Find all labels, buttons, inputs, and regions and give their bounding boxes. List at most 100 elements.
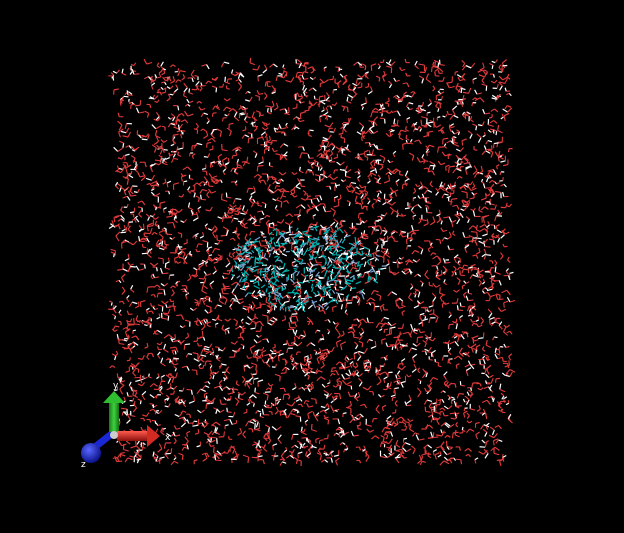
water-bond bbox=[492, 336, 495, 341]
water-bond bbox=[386, 65, 392, 69]
water-bond bbox=[251, 290, 256, 295]
water-bond bbox=[379, 328, 383, 332]
water-bond bbox=[223, 373, 228, 378]
water-bond bbox=[439, 239, 442, 244]
water-bond bbox=[476, 232, 479, 239]
water-bond bbox=[236, 453, 239, 460]
water-bond bbox=[274, 452, 277, 456]
water-bond bbox=[252, 394, 257, 399]
water-bond bbox=[300, 64, 307, 67]
water-bond bbox=[461, 77, 466, 81]
water-bond bbox=[492, 235, 497, 239]
water-bond bbox=[169, 298, 172, 302]
water-bond bbox=[263, 122, 267, 125]
water-bond bbox=[127, 261, 131, 266]
water-bond bbox=[307, 66, 313, 70]
water-bond bbox=[209, 280, 215, 285]
water-bond bbox=[123, 448, 129, 452]
water-bond bbox=[170, 285, 174, 289]
water-bond bbox=[428, 130, 434, 133]
water-bond bbox=[126, 440, 131, 445]
water-bond bbox=[472, 207, 476, 211]
water-bond bbox=[363, 237, 367, 240]
water-bond bbox=[307, 204, 311, 209]
water-bond bbox=[275, 153, 281, 156]
water-bond bbox=[284, 361, 288, 366]
water-bond bbox=[351, 186, 356, 191]
water-bond bbox=[275, 406, 279, 412]
water-bond bbox=[156, 62, 160, 66]
water-bond bbox=[119, 384, 125, 390]
water-bond bbox=[384, 198, 387, 203]
water-bond bbox=[448, 396, 451, 401]
water-bond bbox=[441, 96, 443, 100]
water-bond bbox=[335, 146, 340, 150]
water-bond bbox=[509, 371, 513, 377]
water-bond bbox=[266, 214, 271, 218]
water-bond bbox=[245, 267, 250, 273]
water-bond bbox=[340, 382, 343, 386]
water-bond bbox=[463, 157, 468, 162]
water-bond bbox=[475, 229, 481, 233]
water-bond bbox=[293, 126, 297, 130]
water-bond bbox=[501, 59, 507, 64]
water-bond bbox=[248, 394, 254, 399]
water-bond bbox=[309, 368, 313, 373]
water-bond bbox=[217, 258, 222, 261]
water-bond bbox=[498, 64, 502, 68]
water-bond bbox=[495, 130, 498, 136]
water-bond bbox=[327, 115, 332, 118]
water-bond bbox=[490, 108, 495, 112]
water-bond bbox=[112, 70, 118, 74]
water-bond bbox=[294, 124, 297, 128]
water-bond bbox=[131, 301, 138, 305]
water-bond bbox=[272, 443, 278, 447]
water-bond bbox=[424, 351, 428, 356]
water-bond bbox=[269, 63, 274, 68]
water-bond bbox=[222, 168, 227, 173]
water-bond bbox=[357, 168, 361, 173]
water-bond bbox=[471, 102, 474, 107]
water-bond bbox=[132, 368, 136, 374]
water-bond bbox=[365, 302, 370, 305]
water-bond bbox=[500, 392, 505, 397]
water-bond bbox=[395, 341, 401, 346]
water-bond bbox=[145, 177, 152, 181]
water-bond bbox=[145, 213, 150, 218]
water-bond bbox=[461, 138, 467, 142]
water-bond bbox=[150, 293, 155, 296]
water-bond bbox=[229, 255, 233, 259]
water-bond bbox=[155, 216, 159, 220]
water-bond bbox=[409, 419, 414, 422]
water-bond bbox=[147, 216, 151, 221]
water-bond bbox=[220, 234, 227, 237]
water-bond bbox=[387, 291, 393, 297]
water-bond bbox=[251, 111, 255, 118]
water-bond bbox=[277, 434, 282, 440]
water-bond bbox=[440, 446, 444, 452]
water-bond bbox=[484, 112, 491, 115]
water-bond bbox=[457, 87, 462, 93]
water-bond bbox=[388, 449, 393, 455]
water-bond bbox=[161, 81, 165, 84]
water-bond bbox=[386, 100, 390, 103]
water-bond bbox=[481, 121, 485, 126]
water-bond bbox=[283, 200, 287, 203]
water-bond bbox=[432, 432, 435, 438]
water-bond bbox=[241, 325, 245, 329]
water-bond bbox=[261, 349, 267, 354]
water-bond bbox=[245, 421, 250, 427]
water-bond bbox=[118, 167, 124, 171]
water-bond bbox=[256, 334, 260, 338]
water-bond bbox=[213, 160, 219, 164]
water-bond bbox=[203, 298, 209, 303]
water-bond bbox=[230, 341, 236, 345]
water-bond bbox=[340, 434, 344, 438]
water-bond bbox=[117, 147, 123, 152]
water-bond bbox=[395, 374, 398, 379]
water-bond bbox=[442, 76, 445, 82]
water-bond bbox=[379, 190, 382, 194]
water-bond bbox=[158, 145, 163, 148]
